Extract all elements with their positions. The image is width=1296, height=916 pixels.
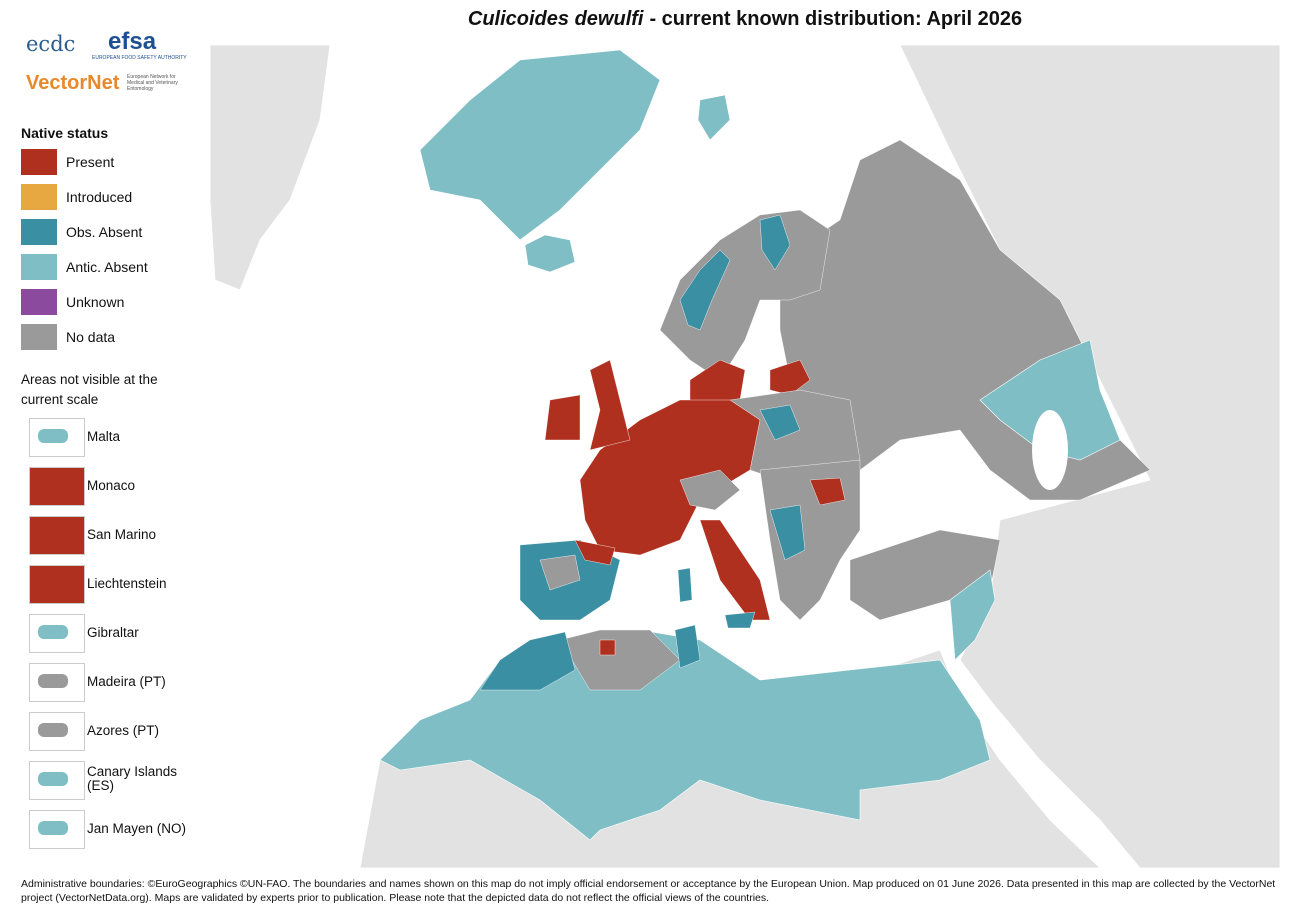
inset-shape (38, 723, 68, 737)
inset-label: Azores (PT) (87, 723, 160, 738)
inset-shape (30, 468, 84, 505)
svalbard (697, 94, 731, 141)
inset-box (29, 663, 85, 702)
legend-label: Obs. Absent (66, 224, 143, 240)
legend-swatch (21, 184, 57, 210)
greenland (419, 49, 661, 241)
sicily (724, 611, 756, 629)
kazakhstan (979, 339, 1121, 461)
finland-north (759, 214, 791, 271)
morocco (479, 631, 576, 691)
inset-label: Monaco (87, 478, 136, 493)
legend-swatch (21, 149, 57, 175)
legend-label: Antic. Absent (66, 259, 148, 275)
legend-label: No data (66, 329, 116, 345)
title-text: - current known distribution: April 2026 (649, 8, 1023, 30)
insets-title: Areas not visible at the current scale (21, 372, 158, 407)
map (210, 45, 1280, 868)
iberia-nodata (539, 554, 581, 591)
baltics (769, 359, 811, 396)
inset-label: Liechtenstein (87, 576, 167, 591)
tunisia (674, 624, 701, 669)
inset-shape (38, 772, 68, 786)
inset-shape (38, 821, 68, 835)
algeria-spot (599, 639, 616, 656)
inset-label: Madeira (PT) (87, 674, 166, 689)
inset-shape (38, 429, 68, 443)
inset-box (29, 712, 85, 751)
efsa-subtitle: EUROPEAN FOOD SAFETY AUTHORITY (92, 55, 187, 61)
caspian-sea (1032, 410, 1068, 490)
inset-label: Gibraltar (87, 625, 139, 640)
inset-shape (30, 566, 84, 603)
sardinia (677, 567, 693, 603)
vectornet-logo: VectorNet (26, 72, 120, 94)
great-britain (589, 359, 631, 451)
norway-coast (679, 249, 731, 331)
footer: Administrative boundaries: ©EuroGeograph… (21, 878, 1276, 904)
inset-box (29, 810, 85, 849)
levant (949, 569, 996, 661)
inset-box (29, 467, 85, 506)
inset-shape (38, 674, 68, 688)
alps (679, 469, 741, 511)
inset-label: San Marino (87, 527, 157, 542)
legend-title: Native status (21, 125, 109, 141)
balkans-part (769, 504, 806, 561)
inset-shape (38, 625, 68, 639)
legend-swatch (21, 219, 57, 245)
inset-label: Malta (87, 429, 121, 444)
inset-box (29, 761, 85, 800)
north-america (210, 45, 331, 291)
legend-label: Introduced (66, 189, 133, 205)
inset-label: Canary Islands (ES) (87, 764, 178, 793)
italy (699, 519, 771, 621)
vectornet-subtitle: European Network for Medical and Veterin… (127, 74, 178, 92)
inset-shape (30, 517, 84, 554)
iberia-north (574, 539, 616, 566)
species-name: Culicoides dewulfi (467, 8, 644, 30)
legend-swatch (21, 254, 57, 280)
romania-part (809, 477, 846, 506)
inset-box (29, 565, 85, 604)
poland-part (759, 404, 801, 441)
legend-label: Unknown (66, 294, 125, 310)
inset-box (29, 418, 85, 457)
inset-label: Jan Mayen (NO) (87, 821, 187, 836)
legend-swatch (21, 324, 57, 350)
map-title: Culicoides dewulfi - current known distri… (210, 8, 1280, 31)
iceland (524, 234, 576, 273)
legend-swatch (21, 289, 57, 315)
efsa-logo: efsa (108, 28, 157, 55)
legend-label: Present (66, 154, 115, 170)
black-sea (860, 485, 950, 535)
ireland (544, 394, 581, 441)
inset-box (29, 516, 85, 555)
ecdc-logo: ecdc (26, 32, 76, 56)
inset-box (29, 614, 85, 653)
